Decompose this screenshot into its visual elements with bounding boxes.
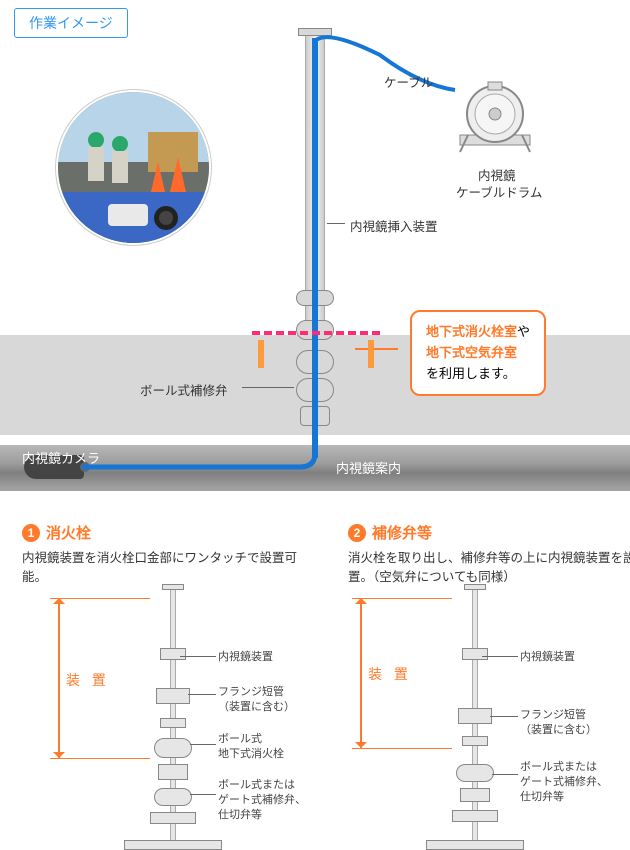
s2-lead-2 — [490, 716, 518, 717]
section2-title: 補修弁等 — [372, 525, 432, 542]
s1-lead-4 — [190, 794, 216, 795]
label-camera: 内視鏡カメラ — [22, 448, 100, 467]
s2-arrow-label: 装 置 — [368, 664, 412, 684]
callout-hl1: 地下式消火栓室 — [426, 324, 517, 339]
s1-label-4: ボール式または ゲート式補修弁、 仕切弁等 — [218, 778, 306, 823]
cable-path — [0, 0, 630, 500]
section1-num: 1 — [22, 524, 40, 542]
label-ball-valve: ボール式補修弁 — [140, 380, 228, 399]
notch-right — [368, 340, 374, 368]
s1-device — [150, 588, 210, 848]
label-guide: 内視鏡案内 — [336, 458, 401, 477]
s1-arrow — [58, 598, 60, 758]
callout-txt3: を利用します。 — [426, 364, 530, 385]
s1-label-2: フランジ短管 （装置に含む） — [218, 685, 295, 715]
s2-arrow — [360, 598, 362, 748]
s2-arrow-bot — [352, 748, 452, 749]
s2-label-2: フランジ短管 （装置に含む） — [520, 708, 597, 738]
section2-desc: 消火栓を取り出し、補修弁等の上に内視鏡装置を設置。（空気弁についても同様） — [348, 549, 630, 588]
s1-arrow-label: 装 置 — [66, 670, 110, 690]
s1-arrow-bot — [50, 758, 150, 759]
s1-lead-1 — [180, 656, 216, 657]
section1-heading: 1 消火栓 — [22, 522, 312, 543]
callout-hl2: 地下式空気弁室 — [426, 345, 517, 360]
s2-lead-1 — [482, 656, 518, 657]
cable-drum-icon — [450, 80, 540, 160]
s1-lead-2 — [188, 694, 216, 695]
s2-device — [452, 588, 512, 848]
s1-arrow-top — [50, 598, 150, 599]
label-drum2: ケーブルドラム — [456, 182, 542, 201]
section2-heading: 2 補修弁等 — [348, 522, 630, 543]
section1-desc: 内視鏡装置を消火栓口金部にワンタッチで設置可能。 — [22, 549, 312, 588]
label-insert-device: 内視鏡挿入装置 — [350, 216, 438, 235]
lead-insert-device — [327, 223, 345, 224]
label-cable: ケーブル — [384, 72, 433, 91]
work-photo — [56, 90, 211, 245]
s2-arrow-top — [352, 598, 452, 599]
callout-txt1b: や — [517, 324, 530, 339]
s2-label-1: 内視鏡装置 — [520, 650, 575, 665]
s2-lead-3 — [492, 774, 518, 775]
chamber-callout: 地下式消火栓室や 地下式空気弁室 を利用します。 — [410, 310, 546, 396]
s1-label-1: 内視鏡装置 — [218, 650, 273, 665]
s1-lead-3 — [190, 744, 216, 745]
s2-label-3: ボール式または ゲート式補修弁、 仕切弁等 — [520, 760, 608, 805]
notch-left — [258, 340, 264, 368]
section2-num: 2 — [348, 524, 366, 542]
lead-ball-valve — [242, 387, 294, 388]
section1-title: 消火栓 — [46, 525, 91, 542]
chamber-line — [252, 331, 380, 335]
s1-label-3: ボール式 地下式消火栓 — [218, 732, 284, 762]
